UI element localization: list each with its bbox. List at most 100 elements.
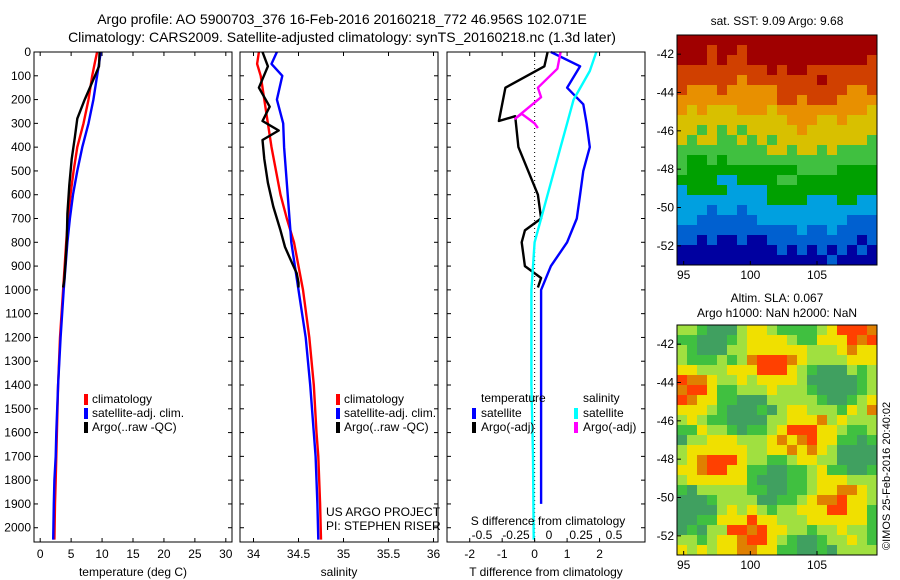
map-cell xyxy=(767,445,777,455)
map-cell xyxy=(787,55,797,65)
map-cell xyxy=(767,135,777,145)
map-cell xyxy=(837,365,847,375)
map-y-tick-label: -46 xyxy=(657,124,675,138)
temperature-panel: 0 5 10 15 20 25 300100200300400500600700800900… xyxy=(4,45,233,579)
salinity-panel: 34 34.5 35 35.5 36 salinity climatology sate… xyxy=(239,51,441,579)
map-cell xyxy=(717,505,727,515)
map-cell xyxy=(787,415,797,425)
map-cell xyxy=(717,115,727,125)
y-tick-label: 1700 xyxy=(4,449,31,463)
map-cell xyxy=(717,465,727,475)
map-cell xyxy=(777,535,787,545)
map-cell xyxy=(727,435,737,445)
map-cell xyxy=(727,85,737,95)
map-cell xyxy=(857,65,867,75)
map-cell xyxy=(817,215,827,225)
map-cell xyxy=(707,395,717,405)
sst-map-panel: sat. SST: 9.09 Argo: 9.68 95 100 105 -42 -44… xyxy=(657,14,878,282)
map-cell xyxy=(857,335,867,345)
map-cell xyxy=(687,515,697,525)
map-cell xyxy=(847,205,857,215)
map-y-tick-label: -44 xyxy=(657,86,675,100)
map-cell xyxy=(697,515,707,525)
map-cell xyxy=(717,545,727,555)
map-cell xyxy=(707,215,717,225)
map-cell xyxy=(677,355,687,365)
map-cell xyxy=(797,345,807,355)
map-cell xyxy=(817,465,827,475)
temperature-series xyxy=(52,51,102,540)
map-cell xyxy=(807,85,817,95)
map-cell xyxy=(817,235,827,245)
map-cell xyxy=(707,485,717,495)
map-cell xyxy=(807,135,817,145)
map-cell xyxy=(837,45,847,55)
map-cell xyxy=(837,135,847,145)
map-cell xyxy=(757,55,767,65)
map-cell xyxy=(787,355,797,365)
map-cell xyxy=(867,505,877,515)
map-cell xyxy=(817,535,827,545)
map-cell xyxy=(727,365,737,375)
map-cell xyxy=(717,365,727,375)
map-cell xyxy=(857,135,867,145)
map-cell xyxy=(777,455,787,465)
map-cell xyxy=(757,65,767,75)
map-cell xyxy=(687,105,697,115)
map-cell xyxy=(777,505,787,515)
map-cell xyxy=(797,155,807,165)
map-cell xyxy=(687,195,697,205)
map-cell xyxy=(817,335,827,345)
salinity-series xyxy=(255,51,323,540)
map-cell xyxy=(787,475,797,485)
map-cell xyxy=(787,465,797,475)
map-cell xyxy=(797,95,807,105)
map-cell xyxy=(737,485,747,495)
map-cell xyxy=(807,345,817,355)
map-cell xyxy=(797,545,807,555)
map-cell xyxy=(737,395,747,405)
map-cell xyxy=(727,205,737,215)
map-cell xyxy=(697,65,707,75)
map-cell xyxy=(857,175,867,185)
map-cell xyxy=(797,165,807,175)
map-cell xyxy=(797,445,807,455)
map-cell xyxy=(817,35,827,45)
map-cell xyxy=(837,485,847,495)
map-cell xyxy=(807,125,817,135)
map-cell xyxy=(707,205,717,215)
map-cell xyxy=(757,45,767,55)
map-cell xyxy=(697,135,707,145)
map-cell xyxy=(677,65,687,75)
map-cell xyxy=(807,515,817,525)
map-cell xyxy=(677,395,687,405)
map-cell xyxy=(837,455,847,465)
map-cell xyxy=(677,375,687,385)
map-cell xyxy=(777,395,787,405)
map-cell xyxy=(697,465,707,475)
map-cell xyxy=(717,475,727,485)
map-cell xyxy=(797,195,807,205)
map-cell xyxy=(717,185,727,195)
sla-map-subtitle: Argo h1000: NaN h2000: NaN xyxy=(697,306,857,320)
map-cell xyxy=(697,395,707,405)
map-cell xyxy=(827,535,837,545)
map-cell xyxy=(797,215,807,225)
sla-map-frame xyxy=(676,324,878,556)
map-cell xyxy=(677,515,687,525)
x-tick-label: 30 xyxy=(219,547,233,561)
map-cell xyxy=(837,55,847,65)
map-cell xyxy=(837,85,847,95)
map-cell xyxy=(787,85,797,95)
map-cell xyxy=(757,125,767,135)
map-cell xyxy=(737,425,747,435)
map-cell xyxy=(727,75,737,85)
map-cell xyxy=(767,75,777,85)
map-cell xyxy=(687,155,697,165)
map-cell xyxy=(687,475,697,485)
map-cell xyxy=(747,435,757,445)
map-cell xyxy=(847,345,857,355)
map-cell xyxy=(787,165,797,175)
y-tick-label: 200 xyxy=(11,93,31,107)
map-cell xyxy=(827,255,837,265)
